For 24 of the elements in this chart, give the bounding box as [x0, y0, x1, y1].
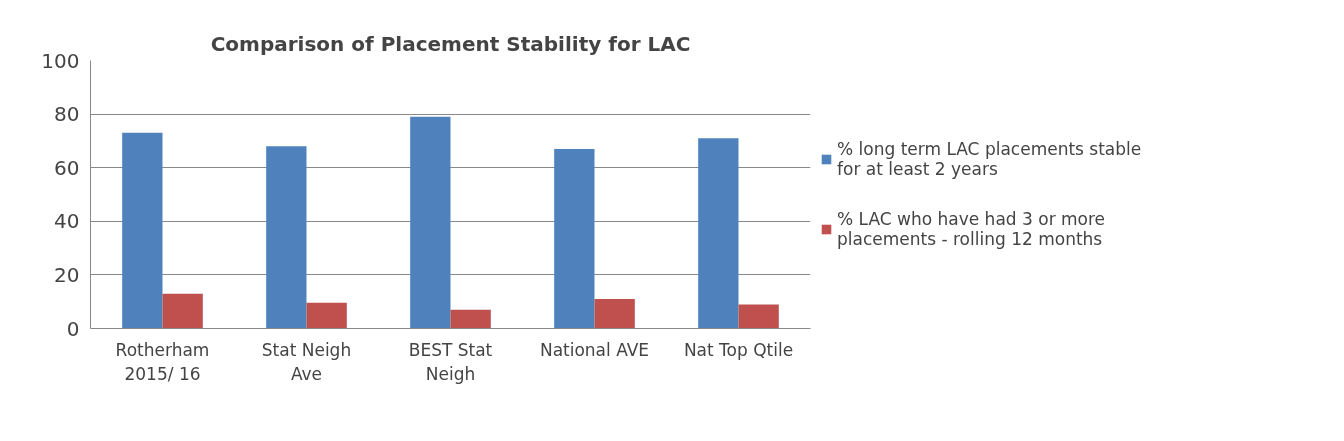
bar — [738, 304, 779, 329]
bar — [594, 299, 635, 329]
bar — [306, 302, 347, 329]
y-tick-label: 0 — [66, 316, 80, 341]
x-tick-label: Stat Neigh Ave — [261, 339, 352, 384]
bar — [554, 148, 595, 329]
legend-label: % long term LAC placements stable for at least 2 years — [837, 139, 1142, 179]
x-tick-label: Rotherham 2015/ 16 — [115, 339, 210, 384]
x-tick-label: BEST Stat Neigh — [408, 339, 493, 384]
bar — [410, 116, 451, 329]
y-tick-label: 100 — [41, 48, 80, 73]
y-tick-label: 20 — [54, 262, 80, 287]
x-tick-label: Nat Top Qtile — [683, 339, 794, 360]
bar — [698, 138, 739, 329]
y-tick-label: 80 — [54, 102, 80, 127]
bar — [266, 146, 307, 329]
x-tick-label: National AVE — [539, 339, 650, 360]
chart-title: Comparison of Placement Stability for LAC — [210, 31, 691, 56]
y-tick-label: 40 — [54, 209, 80, 234]
y-tick-label: 60 — [54, 155, 80, 180]
bar — [450, 309, 491, 329]
bar — [122, 132, 163, 329]
bar — [162, 293, 203, 329]
legend-label: % LAC who have had 3 or more placements - rolling 12 months — [837, 209, 1106, 249]
